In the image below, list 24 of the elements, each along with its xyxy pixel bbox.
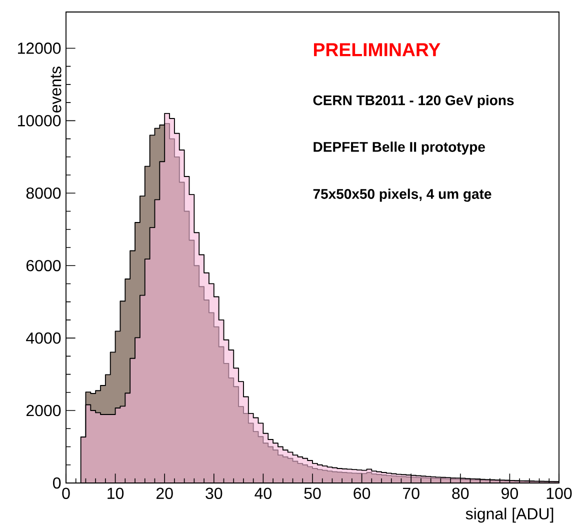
x-tick-label: 60	[354, 488, 370, 500]
x-tick-label: 10	[108, 488, 124, 500]
annotation: PRELIMINARY	[314, 43, 440, 56]
y-tick-label: 2000	[26, 404, 61, 416]
y-tick-label: 6000	[26, 260, 61, 272]
y-tick-label: 12000	[18, 42, 61, 54]
y-tick-label: 8000	[26, 187, 61, 199]
x-tick-label: 40	[254, 488, 272, 500]
y-tick-label: 0	[53, 477, 61, 489]
x-tick-label: 30	[206, 488, 222, 500]
annotation: CERN TB2011 - 120 GeV pions	[313, 94, 514, 108]
x-tick-label: 70	[403, 488, 420, 500]
x-tick-label: 100	[546, 488, 572, 500]
annotation: 75x50x50 pixels, 4 um gate	[313, 188, 492, 202]
x-tick-label: 0	[62, 488, 70, 500]
annotation: DEPFET Belle II prototype	[314, 142, 485, 155]
y-tick-label: 10000	[18, 115, 61, 126]
x-axis-title: signal [ADU]	[466, 508, 554, 523]
x-tick-label: 90	[502, 488, 518, 500]
x-tick-label: 50	[304, 488, 321, 500]
y-tick-label: 4000	[26, 332, 61, 344]
y-axis-title: events	[50, 66, 62, 113]
x-tick-label: 20	[156, 488, 173, 500]
x-tick-label: 80	[452, 488, 469, 500]
